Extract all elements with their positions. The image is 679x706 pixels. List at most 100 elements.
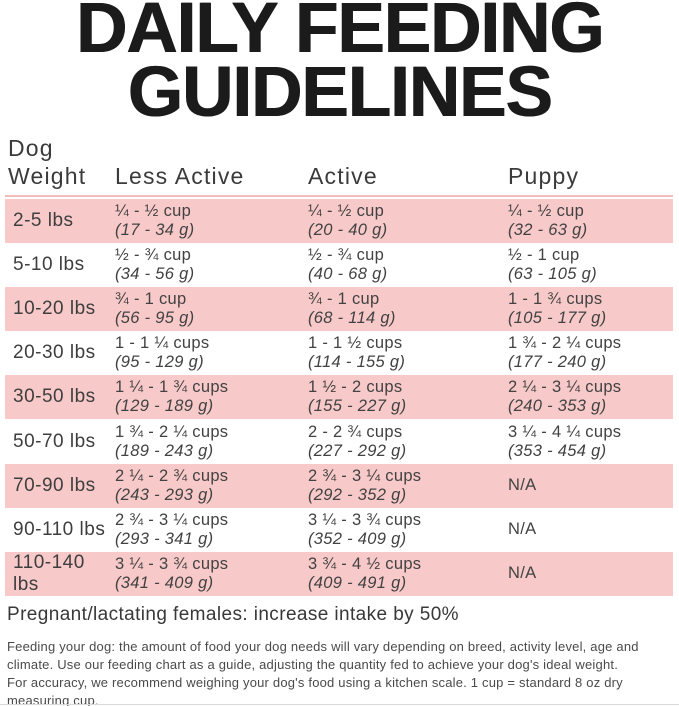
puppy-cell: 1 - 1 ¾ cups (105 - 177 g): [508, 287, 673, 331]
page-title: DAILY FEEDING GUIDELINES: [0, 0, 679, 128]
cups-range: 1 - 1 ½ cups: [308, 334, 403, 353]
cups-range: 1 - 1 ¼ cups: [115, 334, 210, 353]
header-dog-weight-line1: Dog: [8, 135, 54, 161]
grams-range: (114 - 155 g): [308, 353, 406, 372]
pregnant-note: Pregnant/lactating females: increase int…: [7, 604, 459, 625]
puppy-cell: N/A: [508, 508, 673, 552]
cups-range: ½ - 1 cup: [508, 246, 580, 265]
grams-range: (63 - 105 g): [508, 265, 597, 284]
puppy-cell: ¼ - ½ cup (32 - 63 g): [508, 199, 673, 243]
grams-range: (341 - 409 g): [115, 573, 214, 592]
less-active-cell: 1 - 1 ¼ cups (95 - 129 g): [115, 331, 308, 375]
cups-range: 3 ¼ - 3 ¾ cups: [115, 554, 229, 573]
cups-range: N/A: [508, 564, 537, 583]
grams-range: (227 - 292 g): [308, 441, 407, 460]
less-active-cell: 3 ¼ - 3 ¾ cups (341 - 409 g): [115, 552, 308, 596]
cups-range: 2 ¾ - 3 ¼ cups: [115, 510, 229, 529]
puppy-cell: 2 ¼ - 3 ¼ cups (240 - 353 g): [508, 375, 673, 419]
grams-range: (409 - 491 g): [308, 573, 407, 592]
grams-range: (155 - 227 g): [308, 397, 407, 416]
cups-range: 1 ½ - 2 cups: [308, 378, 403, 397]
cups-range: N/A: [508, 476, 537, 495]
less-active-cell: 1 ¼ - 1 ¾ cups (129 - 189 g): [115, 375, 308, 419]
weight-cell: 70-90 lbs: [13, 474, 96, 496]
weight-cell: 30-50 lbs: [13, 386, 96, 408]
weight-cell: 110-140 lbs: [13, 551, 85, 595]
grams-range: (34 - 56 g): [115, 265, 195, 284]
table-header: Dog Weight Less Active Active Puppy: [5, 134, 673, 190]
grams-range: (293 - 341 g): [115, 529, 214, 548]
header-dog-weight-line2: Weight: [8, 163, 87, 189]
puppy-cell: N/A: [508, 552, 673, 596]
cups-range: 2 ¾ - 3 ¼ cups: [308, 466, 422, 485]
header-dog-weight: Dog Weight: [5, 134, 115, 190]
puppy-cell: 3 ¼ - 4 ¼ cups (353 - 454 g): [508, 419, 673, 463]
table-row: 90-110 lbs 2 ¾ - 3 ¼ cups (293 - 341 g) 3 ¼…: [5, 508, 673, 552]
cups-range: ¼ - ½ cup: [508, 202, 585, 221]
grams-range: (17 - 34 g): [115, 221, 195, 240]
active-cell: 2 - 2 ¾ cups (227 - 292 g): [308, 419, 508, 463]
active-cell: 2 ¾ - 3 ¼ cups (292 - 352 g): [308, 464, 508, 508]
grams-range: (189 - 243 g): [115, 441, 214, 460]
table-body: 2-5 lbs ¼ - ½ cup (17 - 34 g) ¼ - ½ cup (20 …: [5, 199, 673, 596]
header-puppy: Puppy: [508, 163, 580, 189]
grams-range: (177 - 240 g): [508, 353, 607, 372]
table-row: 30-50 lbs 1 ¼ - 1 ¾ cups (129 - 189 g) 1 ½ …: [5, 375, 673, 420]
table-row: 5-10 lbs ½ - ¾ cup (34 - 56 g) ½ - ¾ cup (40…: [5, 243, 673, 287]
cups-range: 2 - 2 ¾ cups: [308, 422, 403, 441]
cups-range: ¾ - 1 cup: [115, 290, 187, 309]
weight-cell: 5-10 lbs: [13, 254, 85, 276]
bottom-divider-line: [0, 704, 679, 705]
cups-range: 1 - 1 ¾ cups: [508, 290, 603, 309]
table-row: 20-30 lbs 1 - 1 ¼ cups (95 - 129 g) 1 - 1 ½…: [5, 331, 673, 375]
cups-range: 3 ¾ - 4 ½ cups: [308, 554, 422, 573]
table-row: 50-70 lbs 1 ¾ - 2 ¼ cups (189 - 243 g) 2 - …: [5, 419, 673, 463]
weight-cell: 2-5 lbs: [13, 210, 74, 232]
grams-range: (129 - 189 g): [115, 397, 214, 416]
cups-range: ¼ - ½ cup: [308, 202, 385, 221]
grams-range: (95 - 129 g): [115, 353, 204, 372]
cups-range: ¼ - ½ cup: [115, 202, 192, 221]
less-active-cell: 1 ¾ - 2 ¼ cups (189 - 243 g): [115, 419, 308, 463]
active-cell: 3 ¼ - 3 ¾ cups (352 - 409 g): [308, 508, 508, 552]
active-cell: 1 - 1 ½ cups (114 - 155 g): [308, 331, 508, 375]
cups-range: ½ - ¾ cup: [115, 246, 192, 265]
cups-range: 1 ¾ - 2 ¼ cups: [115, 422, 229, 441]
grams-range: (243 - 293 g): [115, 485, 214, 504]
feeding-note: Feeding your dog: the amount of food you…: [7, 639, 639, 672]
weight-cell: 90-110 lbs: [13, 518, 106, 540]
page-title-line2: GUIDELINES: [127, 53, 553, 132]
cups-range: 1 ¼ - 1 ¾ cups: [115, 378, 229, 397]
grams-range: (352 - 409 g): [308, 529, 407, 548]
table-row: 70-90 lbs 2 ¼ - 2 ¾ cups (243 - 293 g) 2 ¾ …: [5, 463, 673, 508]
puppy-cell: N/A: [508, 464, 673, 508]
table-row: 10-20 lbs ¾ - 1 cup (56 - 95 g) ¾ - 1 cup (6…: [5, 287, 673, 332]
cups-range: 2 ¼ - 3 ¼ cups: [508, 378, 622, 397]
grams-range: (56 - 95 g): [115, 309, 195, 328]
page-title-line1: DAILY FEEDING: [75, 0, 605, 68]
weight-cell: 10-20 lbs: [13, 298, 96, 320]
cups-range: 1 ¾ - 2 ¼ cups: [508, 334, 622, 353]
active-cell: ¼ - ½ cup (20 - 40 g): [308, 199, 508, 243]
less-active-cell: ½ - ¾ cup (34 - 56 g): [115, 243, 308, 287]
table-row: 110-140 lbs 3 ¼ - 3 ¾ cups (341 - 409 g) 3 …: [5, 551, 673, 596]
weight-cell: 50-70 lbs: [13, 430, 96, 452]
grams-range: (40 - 68 g): [308, 265, 388, 284]
cups-range: ¾ - 1 cup: [308, 290, 380, 309]
cups-range: 2 ¼ - 2 ¾ cups: [115, 466, 229, 485]
header-separator-line: [5, 195, 673, 197]
active-cell: ½ - ¾ cup (40 - 68 g): [308, 243, 508, 287]
table-row: 2-5 lbs ¼ - ½ cup (17 - 34 g) ¼ - ½ cup (20 …: [5, 199, 673, 244]
less-active-cell: ¼ - ½ cup (17 - 34 g): [115, 199, 308, 243]
puppy-cell: ½ - 1 cup (63 - 105 g): [508, 243, 673, 287]
grams-range: (20 - 40 g): [308, 221, 388, 240]
puppy-cell: 1 ¾ - 2 ¼ cups (177 - 240 g): [508, 331, 673, 375]
less-active-cell: 2 ¾ - 3 ¼ cups (293 - 341 g): [115, 508, 308, 552]
accuracy-note: For accuracy, we recommend weighing your…: [7, 675, 623, 706]
grams-range: (353 - 454 g): [508, 441, 607, 460]
less-active-cell: ¾ - 1 cup (56 - 95 g): [115, 287, 308, 331]
cups-range: 3 ¼ - 3 ¾ cups: [308, 510, 422, 529]
cups-range: N/A: [508, 520, 537, 539]
cups-range: 3 ¼ - 4 ¼ cups: [508, 422, 622, 441]
grams-range: (240 - 353 g): [508, 397, 607, 416]
